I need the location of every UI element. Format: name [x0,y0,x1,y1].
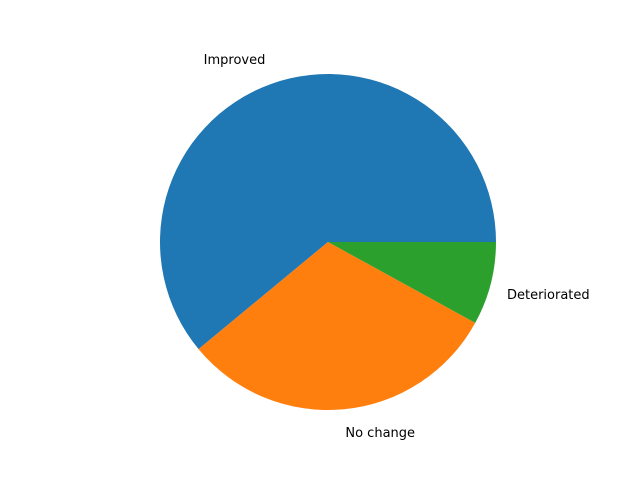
pie-slice-deteriorated [328,242,496,323]
pie-labels: Improved No change Deteriorated [204,53,590,441]
pie-slices [160,74,496,411]
pie-label-improved: Improved [204,53,266,68]
pie-label-no-change: No change [345,426,415,441]
pie-slice-improved [160,74,496,350]
pie-label-deteriorated: Deteriorated [507,288,590,303]
pie-slice-no-change [198,242,476,411]
